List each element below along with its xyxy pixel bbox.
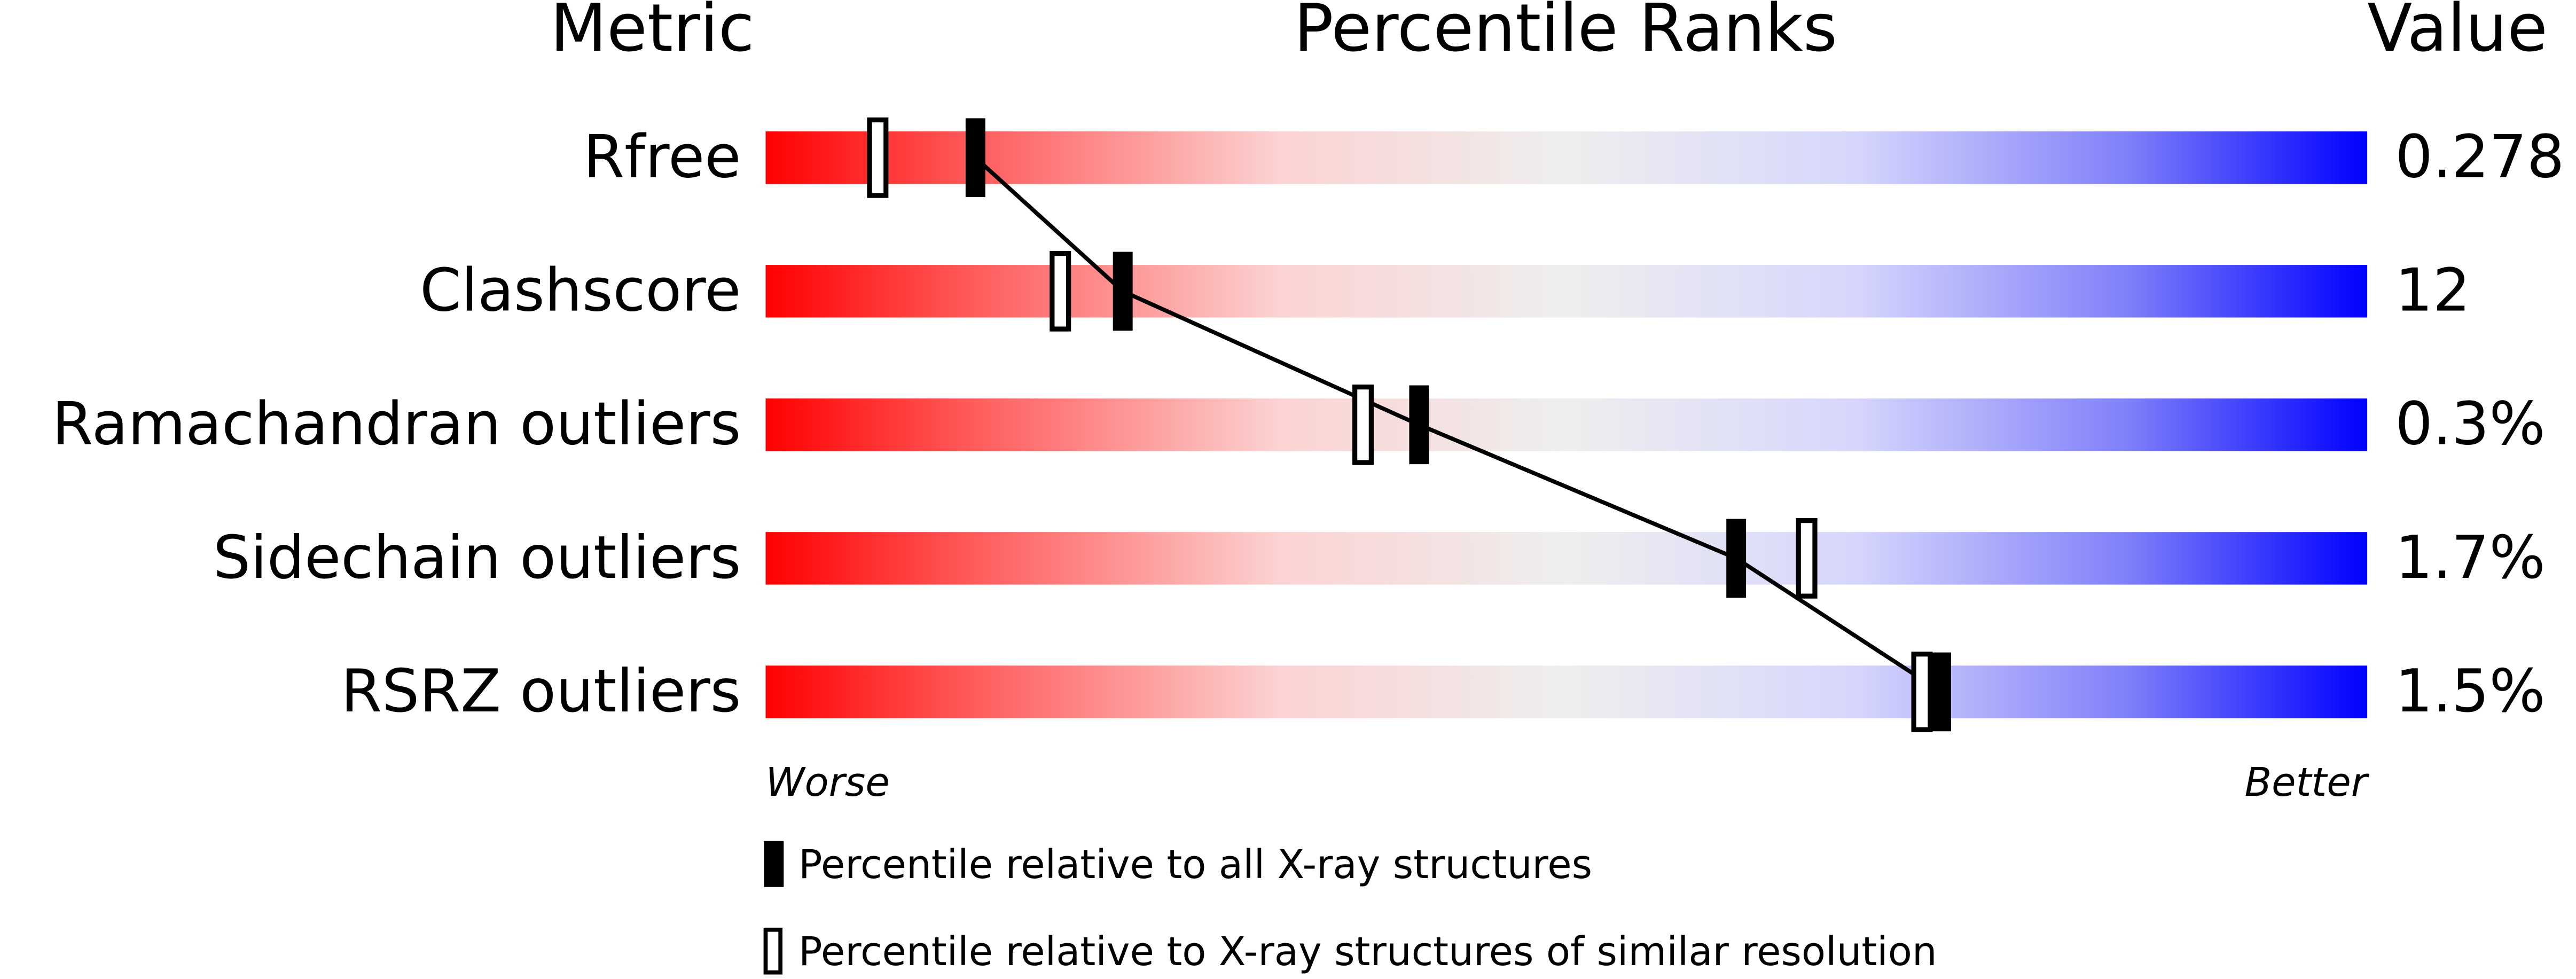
percentile-bar	[765, 665, 2368, 718]
percentile-marker-filled	[1113, 252, 1133, 331]
column-header: Value	[2367, 0, 2548, 67]
percentile-bar	[765, 131, 2368, 184]
metric-value: 0.3%	[2395, 390, 2545, 459]
legend-label: Percentile relative to X-ray structures …	[798, 929, 1937, 975]
percentile-marker-filled	[1931, 652, 1951, 732]
percentile-bar	[765, 398, 2368, 451]
percentile-marker-filled	[1726, 519, 1747, 598]
metric-value: 1.7%	[2395, 523, 2545, 592]
metric-value: 0.278	[2395, 123, 2564, 192]
metric-label: Clashscore	[420, 256, 741, 325]
metric-label: RSRZ outliers	[341, 657, 741, 726]
percentile-marker-filled	[1409, 385, 1429, 465]
worse-label: Worse	[765, 759, 889, 805]
metric-label: Sidechain outliers	[213, 523, 741, 592]
percentile-marker-open	[1911, 652, 1933, 732]
percentile-marker-open	[1352, 384, 1374, 465]
better-label: Better	[2244, 759, 2369, 805]
percentile-marker-filled	[965, 118, 985, 198]
metric-value: 1.5%	[2395, 657, 2545, 726]
metric-label: Rfree	[583, 123, 741, 192]
percentile-bar	[765, 265, 2368, 318]
percentile-marker-open	[1050, 250, 1071, 332]
percentile-marker-open	[867, 117, 889, 198]
metric-label: Ramachandran outliers	[52, 390, 741, 459]
legend-swatch	[763, 927, 783, 975]
metric-value: 12	[2395, 256, 2470, 325]
column-header: Metric	[550, 0, 754, 67]
percentile-marker-open	[1796, 518, 1818, 599]
column-header: Percentile Ranks	[1294, 0, 1837, 67]
legend-swatch	[764, 841, 784, 887]
legend-label: Percentile relative to all X-ray structu…	[798, 842, 1592, 888]
percentile-bar	[765, 532, 2368, 585]
